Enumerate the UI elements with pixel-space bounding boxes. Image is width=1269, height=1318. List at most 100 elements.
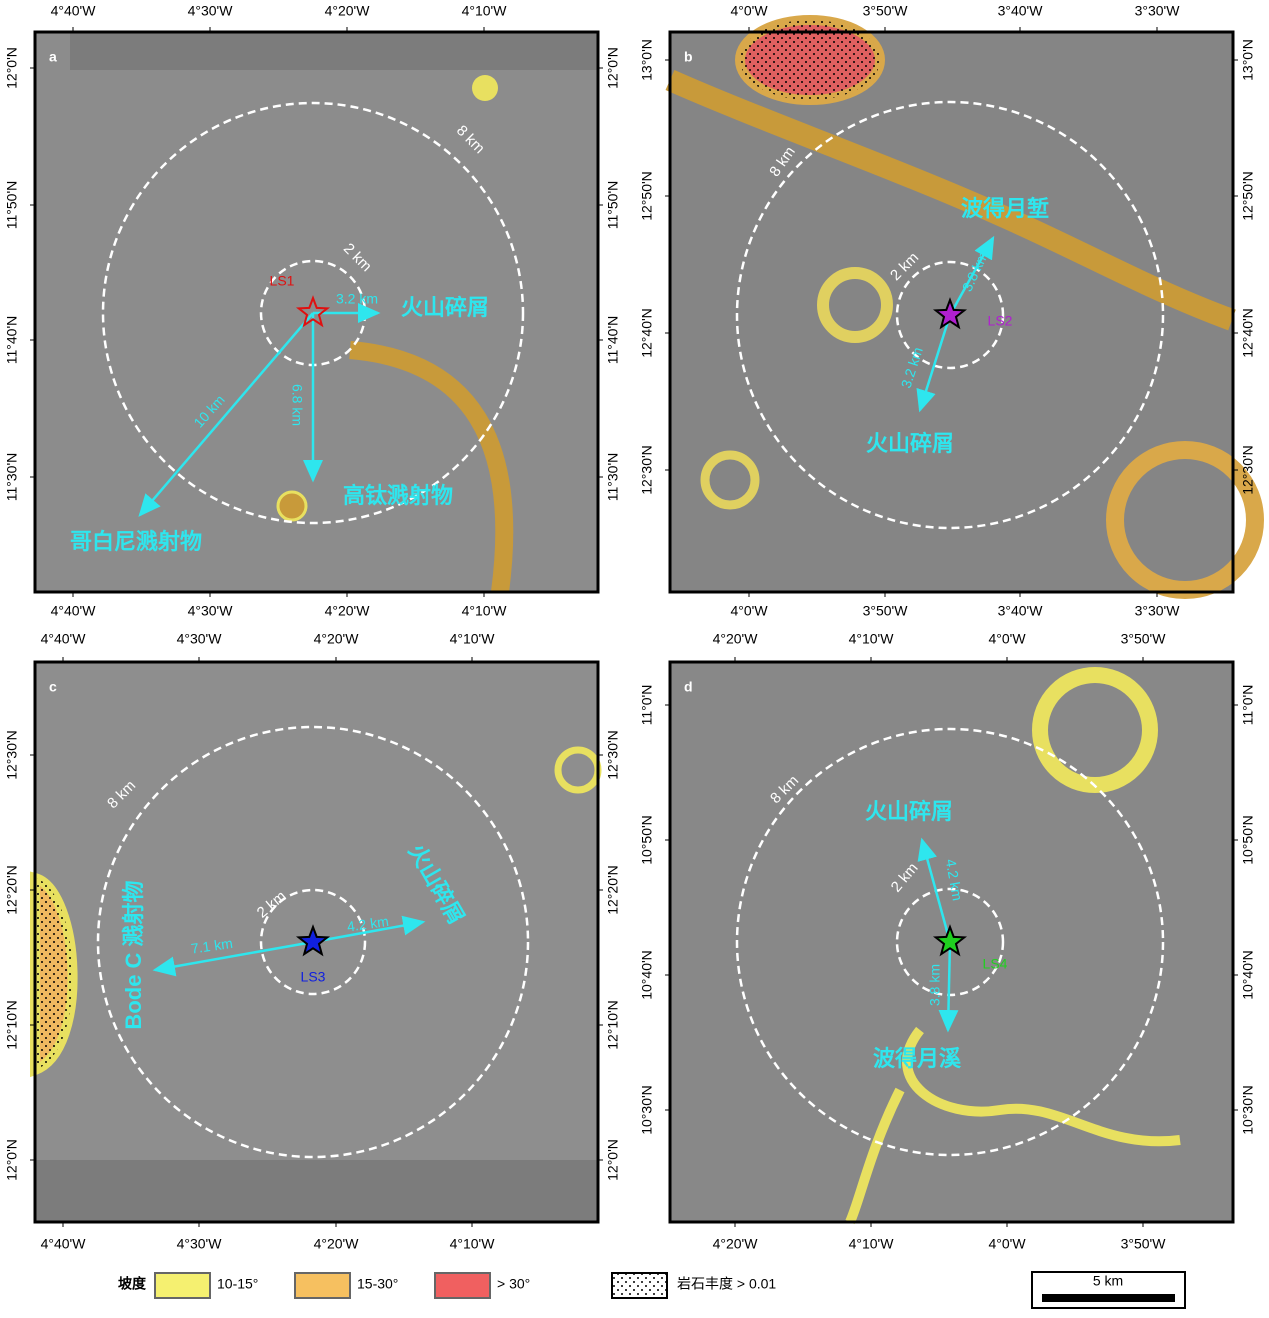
lat-label: 10°30'N [1240,1085,1256,1135]
panel-letter: b [684,49,693,65]
buffer-circle [895,260,1005,370]
lat-label: 13°0'N [639,39,655,81]
lon-label: 3°40'W [998,603,1044,619]
lon-label: 4°10'W [849,1236,895,1252]
buffer-circle [101,101,525,525]
lat-label: 10°40'N [1240,950,1256,1000]
lon-label: 4°20'W [325,3,371,19]
lat-label: 11°50'N [605,181,621,230]
legend-swatch [611,1272,668,1299]
panel-letter: c [49,679,57,695]
lat-label: 12°30'N [4,730,20,780]
lat-label: 12°10'N [4,1000,20,1050]
legend-title: 坡度 [118,1276,147,1292]
lon-label: 4°10'W [462,603,508,619]
site-star [932,297,968,330]
lon-label: 4°0'W [988,1236,1026,1252]
arrow [138,312,314,517]
lon-label: 4°20'W [713,1236,759,1252]
legend-swatch [434,1272,491,1299]
lon-label: 3°50'W [863,603,909,619]
map-panel: b 4°0'W 4°0'W 3°50'W 3°50'W 3°40'W 3°40'W 3°30'… [639,3,1256,619]
lat-label: 11°30'N [605,453,621,502]
lon-label: 4°20'W [713,631,759,647]
lat-label: 11°50'N [4,181,20,230]
target-label: 火山碎屑 [865,799,953,824]
arrow [948,235,995,316]
lat-label: 13°0'N [1240,39,1256,81]
lat-label: 11°0'N [639,685,655,726]
panels: a 4°40'W 4°40'W 4°30'W 4°30'W 4°20'W 4°20'W 4°1… [4,3,1256,1252]
arrow [152,940,314,977]
lon-label: 3°50'W [1121,1236,1167,1252]
map-panel: d 4°20'W 4°20'W 4°10'W 4°10'W 4°0'W 4°0'W 3°50'… [639,631,1256,1252]
lat-label: 11°0'N [1240,685,1256,726]
target-label: 高钛溅射物 [343,483,453,508]
site-label: LS3 [301,969,326,985]
target-label: 波得月溪 [873,1046,962,1071]
legend-label: 15-30° [357,1276,398,1292]
target-label: 火山碎屑 [401,295,489,320]
lon-label: 4°10'W [450,631,496,647]
lon-label: 4°30'W [177,1236,223,1252]
distance-label: 4.2 km [943,858,966,902]
lon-label: 4°30'W [177,631,223,647]
panel-frame [668,660,1235,1224]
lat-label: 12°30'N [1240,445,1256,495]
lat-label: 12°30'N [605,730,621,780]
lat-label: 11°30'N [4,453,20,502]
target-label: 哥白尼溅射物 [70,529,202,554]
panel-letter: d [684,679,693,695]
arrow [938,941,959,1033]
lat-label: 10°50'N [1240,815,1256,865]
distance-label: 3.8 km [927,964,943,1006]
lat-label: 11°40'N [605,316,621,365]
legend-label: 岩石丰度 > 0.01 [677,1276,776,1292]
site-star [932,924,968,957]
buffer-circle [735,100,1165,530]
lon-label: 4°20'W [325,603,371,619]
lon-label: 4°0'W [730,603,768,619]
legend: 坡度 10-15° 15-30° > 30° 岩石丰度 > 0.01 5 km [118,1271,1186,1309]
map-panel: a 4°40'W 4°40'W 4°30'W 4°30'W 4°20'W 4°20'W 4°1… [4,3,621,619]
panel-frame [668,30,1235,594]
arrow [917,837,952,943]
map-panel: c 4°40'W 4°40'W 4°30'W 4°30'W 4°20'W 4°20'W 4°1… [4,631,621,1252]
lat-label: 12°40'N [639,308,655,358]
buffer-circle [96,725,530,1159]
lon-label: 4°10'W [462,3,508,19]
legend-swatch [294,1272,351,1299]
distance-label: 6.8 km [289,384,305,426]
lon-label: 4°10'W [849,631,895,647]
lon-label: 3°30'W [1135,3,1181,19]
lat-label: 10°50'N [639,815,655,865]
lon-label: 3°40'W [998,3,1044,19]
lat-label: 12°20'N [605,865,621,915]
scale-label: 5 km [1093,1273,1123,1289]
site-star [295,295,331,328]
lon-label: 4°10'W [450,1236,496,1252]
panel-frame [33,30,600,594]
lat-label: 12°50'N [1240,171,1256,221]
lat-label: 12°0'N [4,47,20,89]
lat-label: 10°30'N [639,1085,655,1135]
lon-label: 4°40'W [51,3,97,19]
site-star [295,924,331,957]
lat-label: 12°10'N [605,1000,621,1050]
lat-label: 12°0'N [605,1139,621,1181]
lon-label: 4°40'W [51,603,97,619]
lon-label: 4°30'W [188,603,234,619]
site-label: LS4 [983,956,1008,972]
legend-swatch [154,1272,211,1299]
lon-label: 3°30'W [1135,603,1181,619]
legend-label: > 30° [497,1276,530,1292]
scale-bar [1042,1294,1175,1302]
arrow [312,915,426,944]
buffer-circle [735,727,1165,1157]
lon-label: 4°0'W [988,631,1026,647]
lat-label: 12°0'N [4,1139,20,1181]
site-label: LS1 [270,273,295,289]
lon-label: 4°40'W [41,631,87,647]
site-label: LS2 [988,313,1013,329]
